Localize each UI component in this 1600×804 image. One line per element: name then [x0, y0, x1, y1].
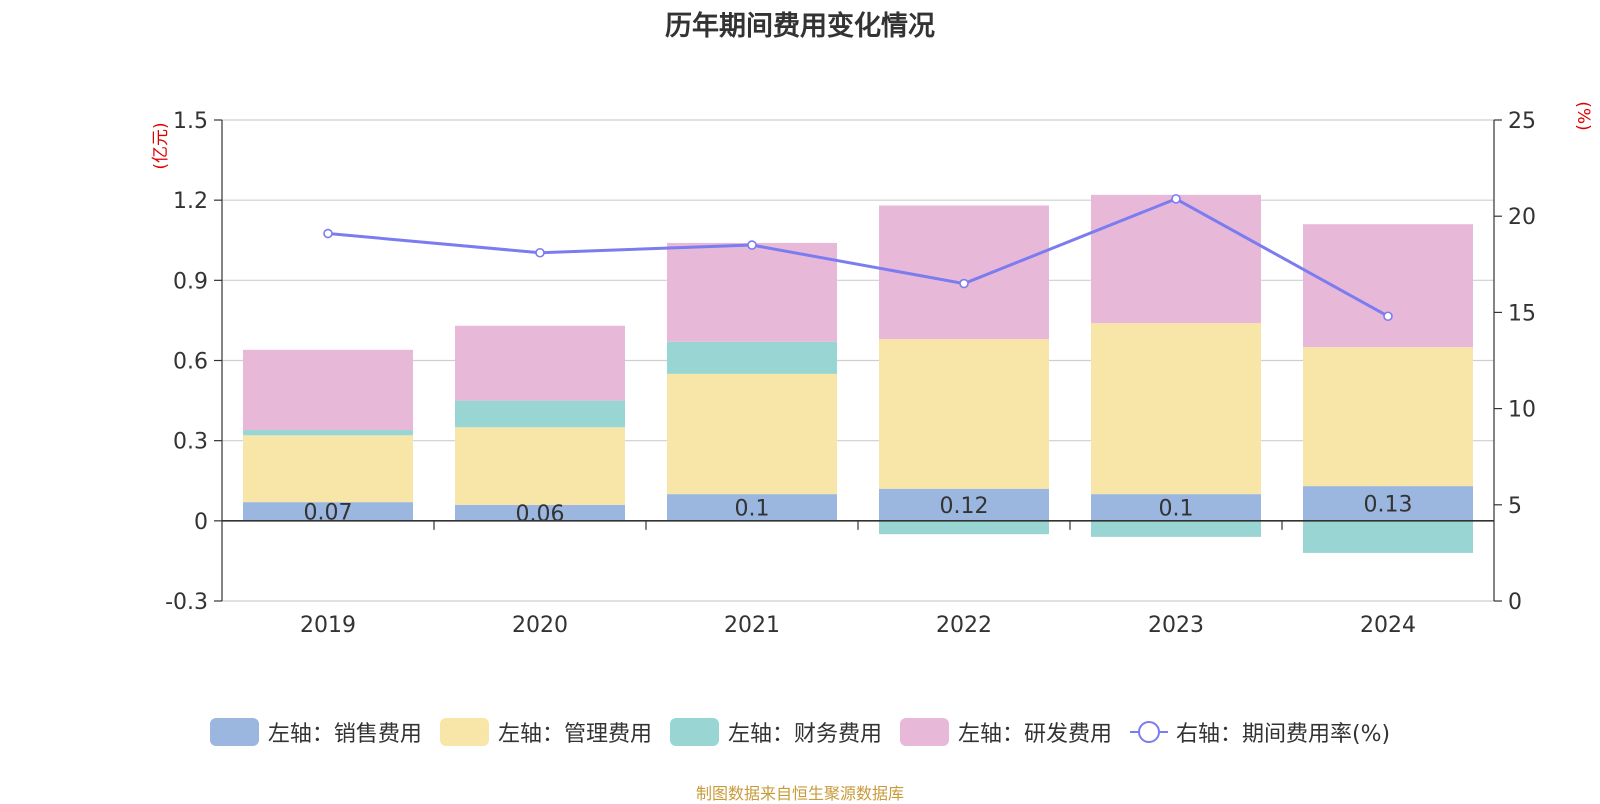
gridlines — [222, 119, 1494, 602]
axes: 1.5 1.2 0.9 0.6 0.3 0 -0.3 25 20 15 10 5 0 2019 2020 20… — [165, 109, 1536, 638]
bar-segment — [1091, 494, 1261, 521]
left-axis-tick-label: -0.3 — [165, 590, 208, 615]
rate-line-point — [1171, 194, 1181, 204]
legend-item[interactable]: 左轴：财务费用 — [669, 716, 882, 748]
legend-item[interactable]: 右轴：期间费用率(%) — [1129, 716, 1391, 748]
bar-segment — [1091, 520, 1261, 537]
bar-segment — [667, 341, 837, 374]
left-axis-unit: (亿元) — [151, 122, 171, 169]
bar-segment — [243, 502, 413, 521]
bar-data-label: 0.13 — [1364, 492, 1413, 517]
rate-line-point — [323, 228, 333, 239]
legend-item[interactable]: 左轴：销售费用 — [209, 716, 422, 748]
right-axis-tick-label: 15 — [1508, 301, 1536, 326]
chart-title: 历年期间费用变化情况 — [665, 11, 935, 42]
left-axis-tick-label: 1.2 — [173, 189, 208, 214]
right-axis-tick-label: 10 — [1508, 398, 1536, 423]
left-axis-tick-label: 1.5 — [173, 109, 208, 134]
chart-plot: 1.5 1.2 0.9 0.6 0.3 0 -0.3 25 20 15 10 5 0 2019 2020 20… — [151, 101, 1593, 638]
rate-line — [323, 194, 1393, 322]
right-axis-tick-label: 5 — [1508, 494, 1522, 519]
data-labels: 0.07 0.06 0.1 0.12 0.1 0.13 — [304, 492, 1413, 526]
bar-segment — [455, 400, 625, 428]
legend-label: 左轴：销售费用 — [267, 722, 422, 747]
right-axis-tick-label: 20 — [1508, 205, 1536, 230]
left-axis-tick-label: 0.6 — [173, 350, 208, 375]
bar-data-label: 0.07 — [304, 500, 353, 525]
legend-label: 左轴：管理费用 — [497, 722, 652, 747]
left-axis-tick-label: 0 — [194, 510, 208, 535]
left-axis-tick-label: 0.9 — [173, 269, 208, 294]
legend-line-marker — [1129, 721, 1168, 743]
bar-segment — [1091, 194, 1261, 324]
right-axis-unit: (%) — [1573, 101, 1593, 130]
category-label: 2020 — [512, 613, 568, 638]
rate-line-path — [327, 197, 1389, 318]
legend-swatch — [669, 718, 719, 746]
legend-label: 左轴：研发费用 — [957, 722, 1112, 747]
legend-label: 左轴：财务费用 — [727, 722, 882, 747]
bar-data-label: 0.1 — [735, 496, 770, 521]
bar-segment — [243, 349, 413, 430]
bar-segment — [455, 427, 625, 505]
legend-label: 右轴：期间费用率(%) — [1175, 722, 1391, 747]
bar-segment — [455, 504, 625, 521]
bar-segment — [1303, 347, 1473, 487]
bar-segment — [879, 488, 1049, 521]
legend-swatch — [209, 718, 259, 746]
legend: 左轴：销售费用 左轴：管理费用 左轴：财务费用 左轴：研发费用 右轴：期间费用率(%) — [0, 716, 1600, 748]
bar-data-label: 0.12 — [940, 494, 989, 519]
legend-item[interactable]: 左轴：研发费用 — [899, 716, 1112, 748]
legend-item[interactable]: 左轴：管理费用 — [439, 716, 652, 748]
left-axis-tick-label: 0.3 — [173, 430, 208, 455]
right-axis-tick-label: 25 — [1508, 109, 1536, 134]
bar-segment — [243, 435, 413, 503]
bar-segment — [1091, 323, 1261, 495]
rate-line-point — [959, 278, 969, 289]
bar-segment — [1303, 224, 1473, 348]
category-label: 2023 — [1148, 613, 1204, 638]
bar-segment — [1303, 520, 1473, 553]
category-label: 2021 — [724, 613, 780, 638]
bar-data-label: 0.1 — [1159, 496, 1194, 521]
bar-segment — [879, 520, 1049, 535]
bar-segment — [243, 429, 413, 436]
legend-swatch — [899, 718, 949, 746]
bar-segment — [667, 373, 837, 495]
bar-segment — [1303, 486, 1473, 521]
bar-segment — [667, 494, 837, 521]
rate-line-point — [1383, 311, 1393, 322]
bars — [243, 194, 1473, 553]
bar-segment — [455, 325, 625, 401]
category-label: 2024 — [1360, 613, 1416, 638]
category-label: 2022 — [936, 613, 992, 638]
bar-segment — [879, 339, 1049, 489]
bar-segment — [667, 242, 837, 342]
rate-line-point — [535, 247, 545, 258]
right-axis-tick-label: 0 — [1508, 590, 1522, 615]
source-note: 制图数据来自恒生聚源数据库 — [695, 784, 904, 803]
legend-swatch — [439, 718, 489, 746]
category-label: 2019 — [300, 613, 356, 638]
bar-data-label: 0.06 — [516, 502, 565, 527]
rate-line-point — [747, 240, 757, 250]
